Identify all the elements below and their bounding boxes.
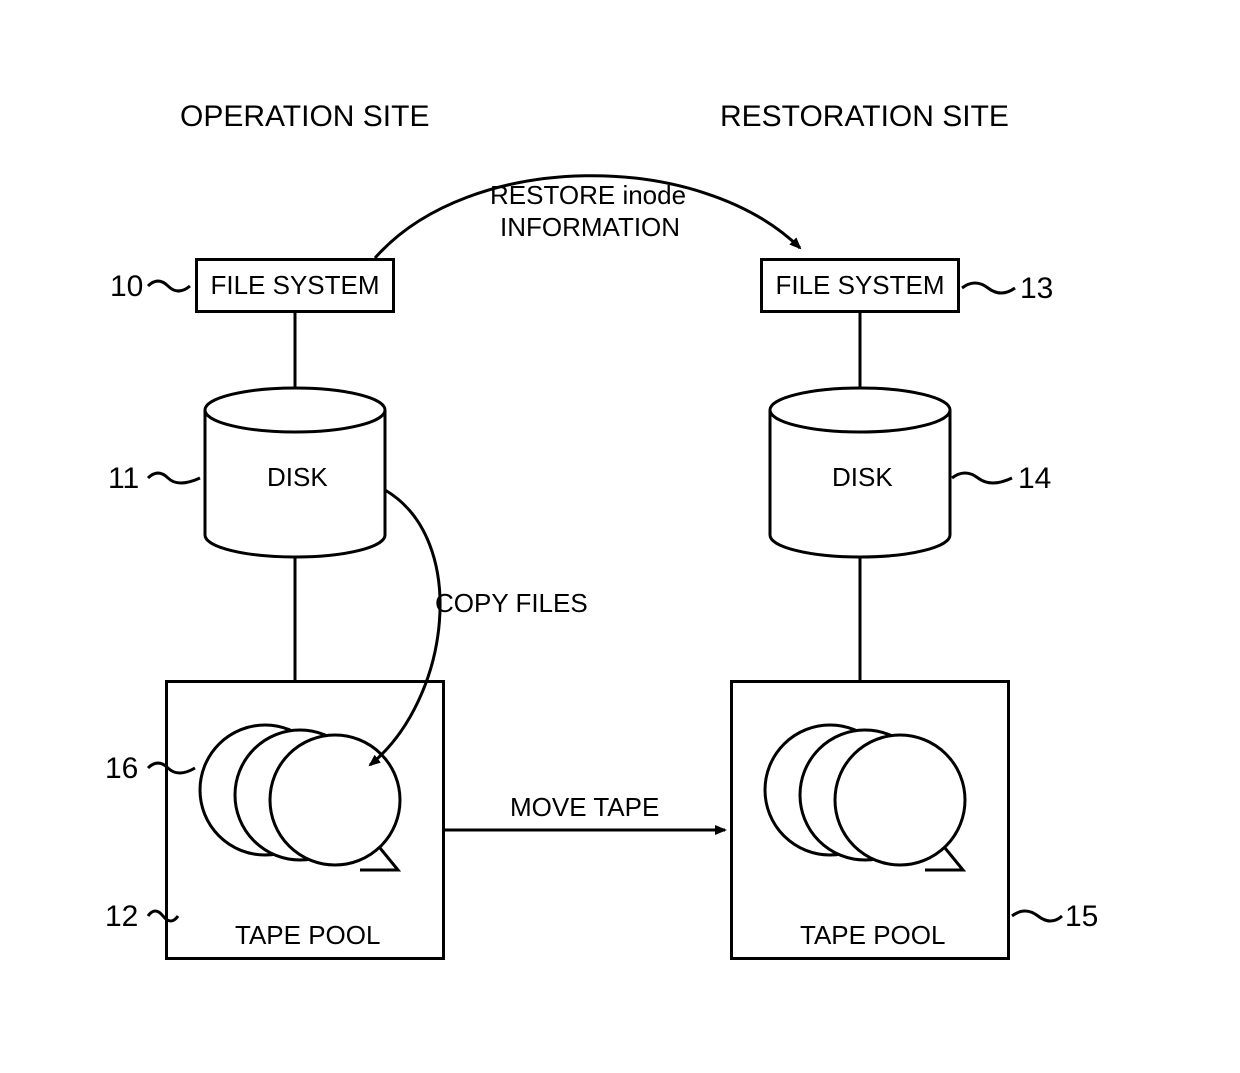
diagram-canvas: { "titles": { "operation": "OPERATION SI… — [0, 0, 1240, 1073]
tape-left-label-1: TAPE — [308, 775, 369, 803]
operation-site-title: OPERATION SITE — [180, 100, 429, 134]
ref-11: 11 — [108, 462, 139, 496]
tape-pool-left-label: TAPE POOL — [235, 920, 380, 951]
disk-right-label: DISK — [832, 462, 893, 493]
file-system-right: FILE SYSTEM — [760, 258, 960, 313]
restore-arc-label-1: RESTORE inode — [490, 180, 686, 211]
copy-files-label: COPY FILES — [435, 588, 588, 619]
ref-10: 10 — [110, 270, 143, 304]
ref-14: 14 — [1018, 462, 1051, 496]
ref-13: 13 — [1020, 272, 1053, 306]
tape-left-label-2: MEDIUM — [290, 802, 387, 830]
file-system-right-label: FILE SYSTEM — [775, 270, 944, 301]
tape-right-label-1: TAPE — [873, 775, 934, 803]
ref-16: 16 — [105, 752, 138, 786]
ref-12: 12 — [105, 900, 138, 934]
restoration-site-title: RESTORATION SITE — [720, 100, 1009, 134]
tape-right-label-2: MEDIUM — [855, 802, 952, 830]
move-tape-label: MOVE TAPE — [510, 792, 659, 823]
ref-15: 15 — [1065, 900, 1098, 934]
restore-arc-label-2: INFORMATION — [500, 212, 680, 243]
tape-pool-right-label: TAPE POOL — [800, 920, 945, 951]
file-system-left: FILE SYSTEM — [195, 258, 395, 313]
file-system-left-label: FILE SYSTEM — [210, 270, 379, 301]
disk-left-label: DISK — [267, 462, 328, 493]
